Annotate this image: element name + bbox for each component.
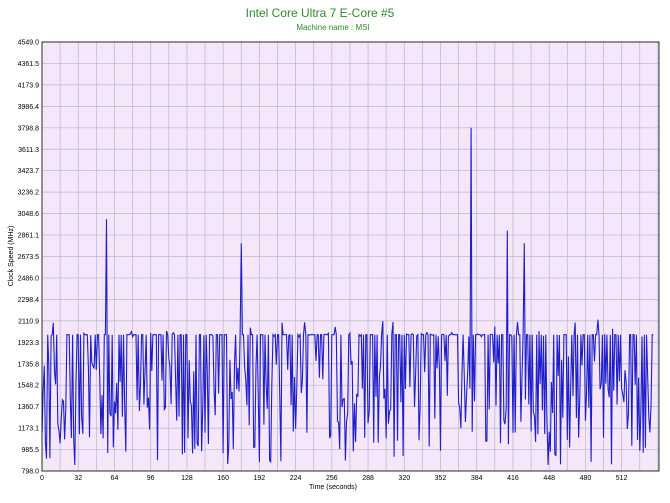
chart-subtitle: Machine name : MSI [296,23,369,32]
x-tick-label: 320 [398,475,410,482]
y-tick-label: 3423.7 [18,168,40,175]
x-tick-label: 416 [507,475,519,482]
y-tick-label: 1923.3 [18,340,40,347]
y-tick-label: 985.5 [21,447,39,454]
x-tick-label: 128 [181,475,193,482]
y-tick-label: 1735.8 [18,361,40,368]
x-tick-label: 256 [326,475,338,482]
x-tick-label: 32 [74,475,82,482]
x-tick-label: 96 [147,475,155,482]
y-tick-label: 3048.6 [18,211,40,218]
y-tick-label: 3798.8 [18,125,40,132]
y-axis-label: Clock Speed (MHz) [8,226,15,287]
x-tick-label: 448 [543,475,555,482]
chart-title: Intel Core Ultra 7 E-Core #5 [246,6,395,20]
x-tick-label: 192 [254,475,266,482]
x-tick-label: 0 [40,475,44,482]
y-tick-label: 2861.1 [18,233,40,240]
y-tick-label: 1173.1 [18,426,39,433]
x-tick-label: 352 [435,475,447,482]
y-tick-label: 2673.5 [18,254,40,261]
series-line [41,127,654,466]
y-tick-label: 3986.4 [18,104,40,111]
x-tick-label: 160 [217,475,229,482]
x-tick-label: 512 [616,475,628,482]
x-tick-label: 480 [580,475,592,482]
y-tick-label: 798.0 [21,469,39,476]
x-tick-label: 288 [362,475,374,482]
x-axis-ticks: 0 32 64 96 128 160 192 224 256 288 320 352 384 416 448… [40,475,628,482]
y-tick-label: 3611.3 [18,147,39,154]
y-tick-label: 4549.0 [18,40,40,47]
x-axis-label: Time (seconds) [309,484,357,491]
y-tick-label: 4173.9 [18,82,40,89]
y-axis-ticks: 798.0 985.5 1173.1 1360.7 1548.2 1735.8 1923.3… [18,40,40,476]
y-tick-label: 3236.2 [18,190,40,197]
x-tick-label: 384 [471,475,483,482]
plot-frame [41,41,660,472]
y-tick-label: 1360.7 [18,404,40,411]
y-tick-label: 1548.2 [18,383,40,390]
x-tick-label: 64 [111,475,119,482]
y-tick-label: 2486.0 [18,275,40,282]
x-tick-label: 224 [290,475,302,482]
y-tick-label: 2110.9 [18,318,39,325]
y-tick-label: 4361.5 [18,61,40,68]
y-tick-label: 2298.4 [18,297,40,304]
